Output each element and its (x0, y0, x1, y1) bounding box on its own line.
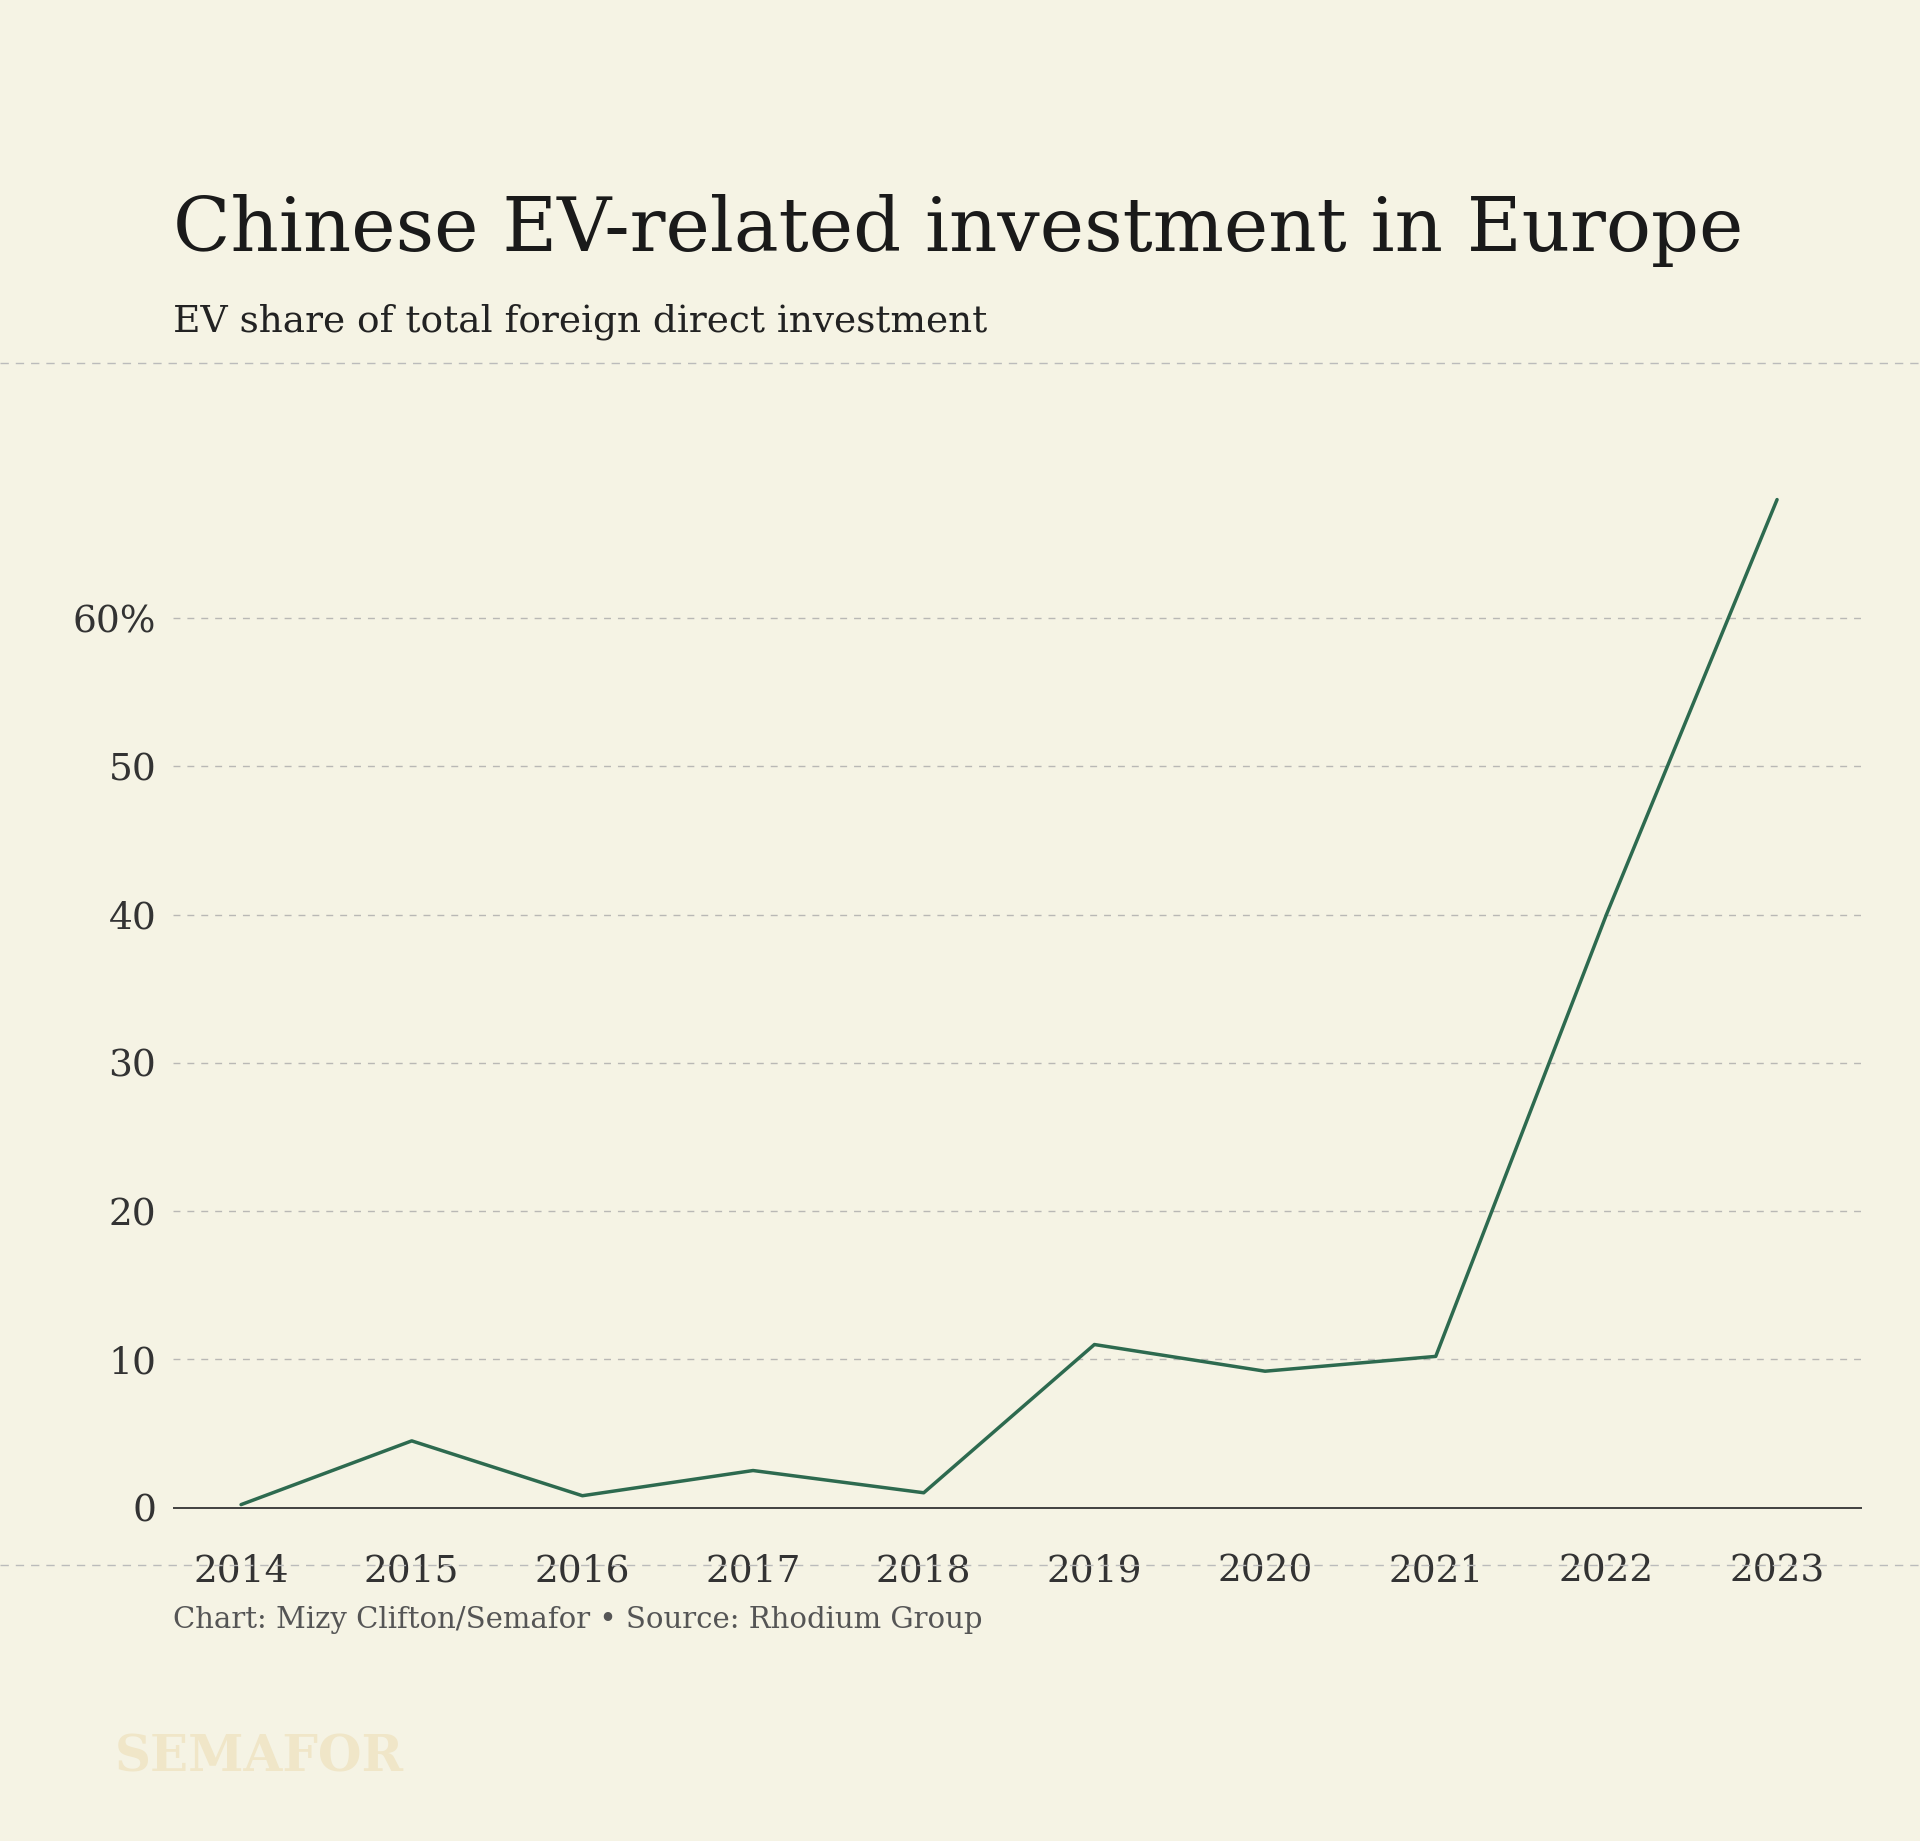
Text: EV share of total foreign direct investment: EV share of total foreign direct investm… (173, 304, 987, 341)
Text: SEMAFOR: SEMAFOR (115, 1734, 405, 1782)
Text: Chart: Mizy Clifton/Semafor • Source: Rhodium Group: Chart: Mizy Clifton/Semafor • Source: Rh… (173, 1605, 983, 1635)
Text: Chinese EV-related investment in Europe: Chinese EV-related investment in Europe (173, 193, 1743, 267)
